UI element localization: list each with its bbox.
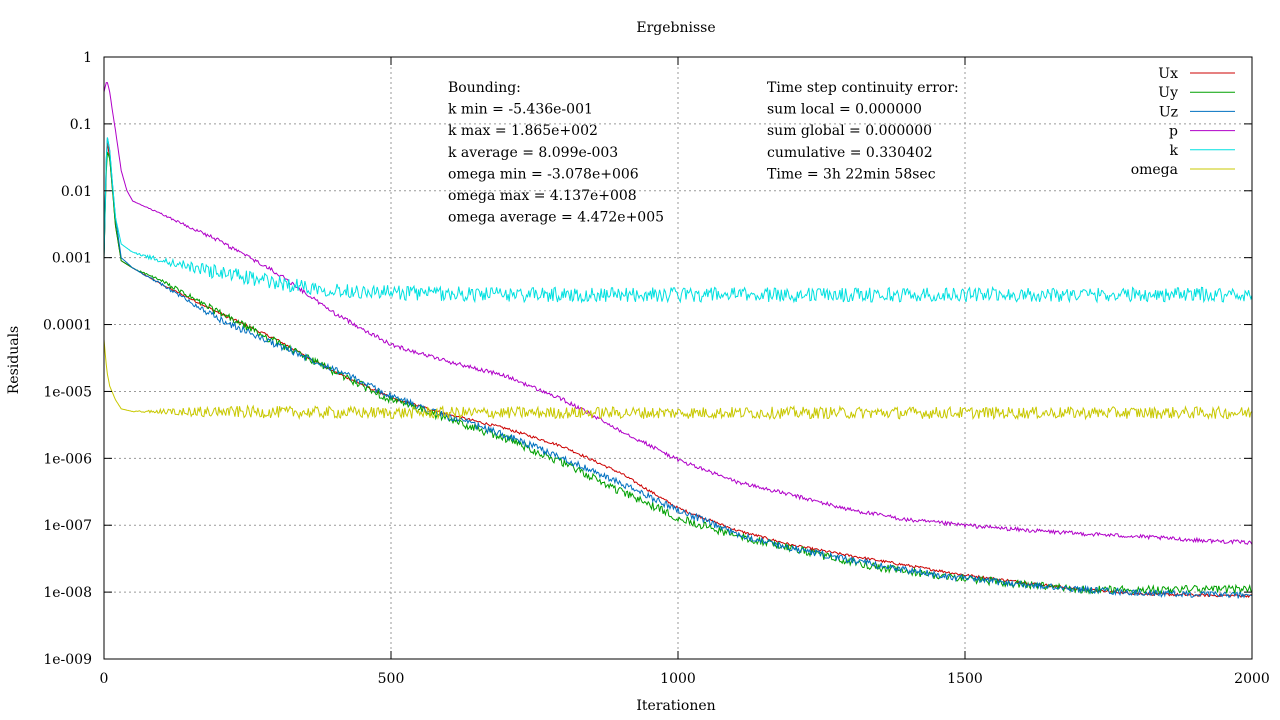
annotation-line: sum local = 0.000000 (767, 102, 922, 118)
annotation-line: cumulative = 0.330402 (767, 145, 933, 161)
annotation-line: k average = 8.099e-003 (448, 145, 618, 161)
x-tick-label: 0 (100, 671, 109, 687)
bounding-annotation: Bounding: k min = -5.436e-001 k max = 1.86… (448, 80, 664, 226)
annotation-line: sum global = 0.000000 (767, 123, 932, 139)
y-tick-label: 1e-009 (43, 652, 92, 668)
annotation-line: Time step continuity error: (767, 80, 959, 96)
y-tick-label: 1e-007 (43, 518, 92, 534)
continuity-annotation: Time step continuity error: sum local = 0… (767, 80, 959, 182)
annotation-line: omega average = 4.472e+005 (448, 210, 664, 226)
legend-label-k: k (1170, 143, 1179, 159)
y-tick-label: 0.01 (61, 184, 92, 200)
y-tick-label: 0.1 (70, 117, 92, 133)
annotation-line: Time = 3h 22min 58sec (767, 166, 936, 182)
y-tick-label: 1e-008 (43, 585, 92, 601)
legend-label-omega: omega (1131, 162, 1178, 178)
annotation-line: k min = -5.436e-001 (448, 102, 593, 118)
grid (104, 57, 1252, 659)
series-line-k (103, 137, 1253, 304)
x-axis-title: Iterationen (636, 698, 715, 714)
x-tick-label: 500 (378, 671, 405, 687)
y-tick-label: 0.001 (52, 251, 92, 267)
annotation-line: Bounding: (448, 80, 521, 96)
x-tick-label: 1500 (947, 671, 983, 687)
x-tick-label: 1000 (660, 671, 696, 687)
legend-label-p: p (1169, 124, 1178, 140)
annotation-line: omega max = 4.137e+008 (448, 188, 637, 204)
x-tick-label: 2000 (1234, 671, 1270, 687)
legend-label-uy: Uy (1158, 85, 1178, 101)
legend-label-ux: Ux (1158, 66, 1178, 82)
chart-title: Ergebnisse (636, 20, 715, 36)
axis-ticks: 1 0.1 0.01 0.001 0.0001 1e-005 1e-006 1e-007 1e-… (43, 50, 1270, 687)
legend: Ux Uy Uz pk omega (1131, 66, 1235, 178)
y-tick-label: 1e-006 (43, 451, 92, 467)
series-lines (103, 82, 1253, 599)
annotation-line: k max = 1.865e+002 (448, 123, 598, 139)
y-axis-title: Residuals (6, 326, 22, 394)
series-line-omega (103, 339, 1253, 421)
series-line-uz (103, 137, 1253, 599)
y-tick-label: 0.0001 (43, 318, 92, 334)
y-tick-label: 1e-005 (43, 384, 92, 400)
annotation-line: omega min = -3.078e+006 (448, 166, 639, 182)
y-tick-label: 1 (83, 50, 92, 66)
legend-label-uz: Uz (1159, 104, 1178, 120)
